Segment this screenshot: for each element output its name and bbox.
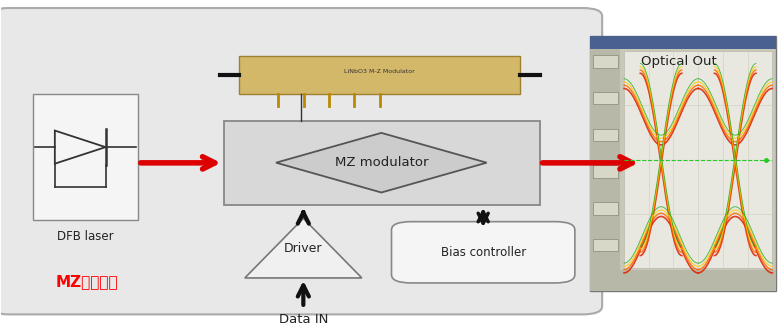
FancyBboxPatch shape xyxy=(593,129,618,141)
FancyBboxPatch shape xyxy=(224,121,539,205)
Text: Bias controller: Bias controller xyxy=(441,246,526,259)
FancyBboxPatch shape xyxy=(590,49,620,270)
FancyBboxPatch shape xyxy=(593,55,618,67)
Text: Optical Out: Optical Out xyxy=(641,54,717,67)
Polygon shape xyxy=(276,133,487,192)
FancyBboxPatch shape xyxy=(593,165,618,178)
FancyBboxPatch shape xyxy=(593,239,618,252)
FancyBboxPatch shape xyxy=(593,202,618,215)
FancyBboxPatch shape xyxy=(624,51,772,268)
Text: LiNbO3 M-Z Modulator: LiNbO3 M-Z Modulator xyxy=(345,69,415,74)
FancyBboxPatch shape xyxy=(392,222,575,283)
Text: MZ modulator: MZ modulator xyxy=(334,156,428,169)
FancyBboxPatch shape xyxy=(590,36,776,49)
Text: DFB laser: DFB laser xyxy=(57,230,114,243)
Text: MZ强度调制: MZ强度调制 xyxy=(56,274,118,289)
Text: Driver: Driver xyxy=(284,242,323,255)
Polygon shape xyxy=(245,218,362,278)
FancyBboxPatch shape xyxy=(593,92,618,105)
FancyBboxPatch shape xyxy=(590,270,776,291)
FancyBboxPatch shape xyxy=(0,8,602,314)
FancyBboxPatch shape xyxy=(33,94,138,220)
FancyBboxPatch shape xyxy=(590,36,776,291)
Text: Data IN: Data IN xyxy=(279,313,328,326)
FancyBboxPatch shape xyxy=(240,56,520,94)
